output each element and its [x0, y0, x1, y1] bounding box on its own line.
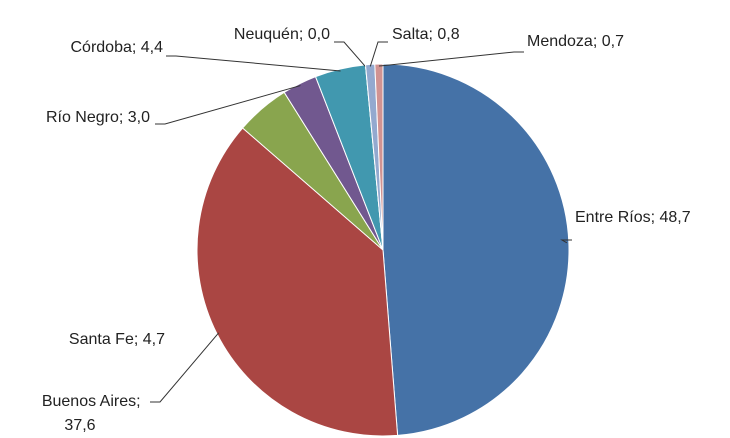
label-category: Córdoba [70, 39, 131, 56]
leader-line [560, 239, 572, 244]
data-label: Buenos Aires; 37,6 [42, 393, 145, 434]
data-label: Córdoba; 4,4 [70, 39, 163, 56]
label-separator: ; [136, 393, 145, 410]
label-value: 0,8 [437, 26, 459, 43]
data-label: Neuquén; 0,0 [234, 26, 330, 43]
label-value: 4,4 [141, 39, 163, 56]
label-value: 0,7 [602, 33, 624, 50]
data-label: Entre Ríos; 48,7 [575, 209, 691, 226]
label-separator: ; [428, 26, 437, 43]
label-category: Río Negro [46, 109, 119, 126]
leader-line [334, 41, 367, 68]
data-label: Santa Fe; 4,7 [69, 331, 165, 348]
leader-line [369, 41, 388, 67]
pie-slice [382, 63, 570, 436]
label-separator: ; [651, 209, 660, 226]
pie-slice [374, 63, 384, 251]
label-category: Entre Ríos [575, 209, 651, 226]
pie-slice [196, 127, 399, 437]
label-separator: ; [593, 33, 602, 50]
label-category: Santa Fe [69, 331, 134, 348]
label-value: 4,7 [143, 331, 165, 348]
label-separator: ; [132, 39, 141, 56]
leader-line [155, 85, 301, 125]
label-separator: ; [119, 109, 128, 126]
label-category: Neuquén [234, 26, 299, 43]
label-separator: ; [134, 331, 143, 348]
label-value: 3,0 [128, 109, 150, 126]
leader-line [150, 332, 220, 403]
data-label: Salta; 0,8 [392, 26, 460, 43]
label-category: Salta [392, 26, 429, 43]
data-label: Río Negro; 3,0 [46, 109, 150, 126]
label-value: 0,0 [308, 26, 330, 43]
label-category: Mendoza [527, 33, 593, 50]
leader-line [378, 51, 524, 67]
label-value: 48,7 [659, 209, 690, 226]
leader-line [166, 55, 341, 72]
label-separator: ; [299, 26, 308, 43]
label-value: 37,6 [64, 417, 95, 434]
data-label: Mendoza; 0,7 [527, 33, 624, 50]
label-category: Buenos Aires [42, 393, 136, 410]
